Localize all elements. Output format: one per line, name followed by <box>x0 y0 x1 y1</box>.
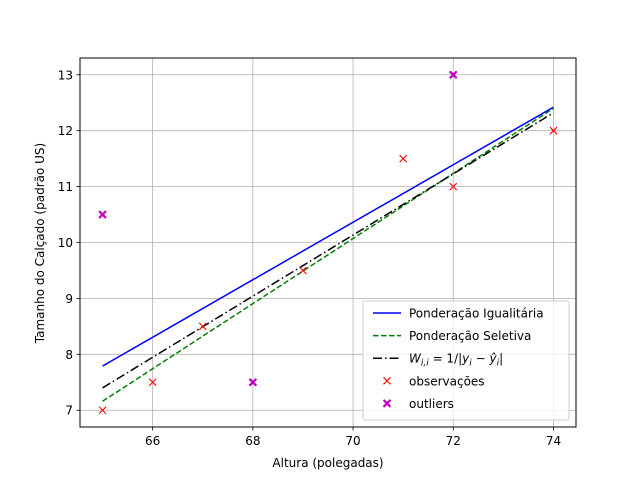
observation-point <box>198 322 207 331</box>
y-tick-label: 11 <box>58 180 73 194</box>
y-tick-label: 13 <box>58 68 73 82</box>
y-tick-label: 12 <box>58 124 73 138</box>
legend-label: Ponderação Seletiva <box>409 329 531 343</box>
legend-label: Ponderação Igualitária <box>409 307 544 321</box>
series-line <box>102 107 554 402</box>
y-axis-label: Tamanho do Calçado (padrão US) <box>33 143 47 344</box>
x-tick-label: 72 <box>446 434 461 448</box>
grid <box>80 58 576 427</box>
series-points <box>98 70 558 415</box>
marker-stroke <box>198 322 207 331</box>
legend-label: observações <box>409 374 485 388</box>
y-tick-label: 7 <box>65 404 73 418</box>
legend-marker <box>383 376 391 385</box>
marker-stroke <box>98 406 107 415</box>
marker-stroke <box>148 378 157 387</box>
y-tick-label: 8 <box>65 348 73 362</box>
series-line <box>102 106 554 367</box>
legend-marker <box>382 399 392 408</box>
y-tick-label: 9 <box>65 292 73 306</box>
observation-point <box>148 378 157 387</box>
legend-box <box>362 300 570 421</box>
x-tick-label: 68 <box>245 434 260 448</box>
observation-point <box>399 154 408 163</box>
observation-point <box>98 406 107 415</box>
marker-stroke <box>383 376 391 385</box>
outlier-point <box>448 70 458 80</box>
legend-label: Wi,i = 1/|yi − ŷi| <box>409 352 503 369</box>
observation-point <box>299 266 307 275</box>
outlier-point <box>248 377 258 387</box>
x-tick-label: 66 <box>145 434 160 448</box>
legend: Ponderação Igualitária Ponderação Seletiv… <box>362 300 570 421</box>
x-tick-label: 74 <box>546 434 561 448</box>
series-line <box>102 112 554 389</box>
outlier-point <box>98 210 107 219</box>
y-tick-label: 10 <box>58 236 73 250</box>
axis-ticks: 66 68 70 72 74 7 8 9 10 11 12 13 <box>58 68 561 448</box>
marker-stroke <box>549 126 558 135</box>
series-lines <box>102 106 554 402</box>
marker-stroke <box>399 154 408 163</box>
legend-label: outliers <box>409 397 454 411</box>
marker-stroke <box>299 266 307 275</box>
x-tick-label: 70 <box>345 434 360 448</box>
observation-point <box>449 182 458 191</box>
x-axis-label: Altura (polegadas) <box>272 456 383 470</box>
observation-point <box>549 126 558 135</box>
marker-stroke <box>449 182 458 191</box>
